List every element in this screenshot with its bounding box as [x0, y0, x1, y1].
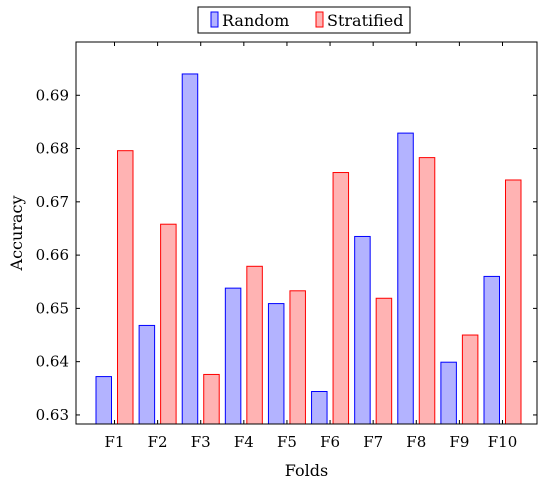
bar-random-f8	[397, 132, 414, 425]
bar-stratified-f9	[461, 334, 479, 425]
bar-stratified-f4	[246, 265, 263, 425]
x-tick-label: F9	[449, 433, 469, 451]
legend-swatch-random	[210, 11, 219, 28]
bar-random-f4	[224, 287, 242, 425]
x-tick-label: F1	[105, 433, 125, 451]
x-tick-label: F8	[406, 433, 426, 451]
x-tick-label: F10	[488, 433, 518, 451]
bar-random-f9	[440, 361, 457, 425]
bar-random-f10	[483, 275, 500, 425]
y-ticks: 0.63 0.64 0.65 0.66 0.67 0.68 0.69	[36, 86, 537, 424]
legend-swatch-stratified	[315, 11, 324, 28]
bar-stratified-f6	[332, 172, 350, 425]
y-tick-label: 0.65	[36, 299, 69, 317]
y-tick-label: 0.66	[36, 246, 69, 264]
x-tick-label: F6	[320, 433, 340, 451]
bar-stratified-f1	[117, 150, 134, 425]
y-tick-label: 0.68	[36, 140, 69, 158]
y-tick-label: 0.64	[36, 353, 69, 371]
x-ticks: F1 F2 F3 F4 F5 F6 F7 F8 F9 F10	[105, 42, 518, 451]
y-tick-label: 0.63	[36, 406, 69, 424]
legend-label-random: Random	[222, 11, 289, 30]
plot-frame	[75, 41, 538, 425]
x-axis-title: Folds	[285, 461, 328, 480]
y-tick-label: 0.69	[36, 86, 69, 104]
y-axis-title: Accuracy	[7, 196, 26, 272]
x-tick-label: F3	[191, 433, 211, 451]
x-tick-label: F7	[363, 433, 383, 451]
bars-layer	[95, 73, 522, 425]
legend-box	[197, 6, 411, 34]
bar-random-f7	[354, 235, 371, 425]
bar-stratified-f2	[160, 223, 177, 425]
bar-random-f2	[138, 324, 156, 425]
legend-label-stratified: Stratified	[327, 11, 404, 30]
y-tick-label: 0.67	[36, 193, 69, 211]
bar-stratified-f5	[289, 290, 306, 425]
bar-random-f5	[267, 303, 285, 425]
bar-stratified-f8	[418, 157, 436, 425]
legend: Random Stratified	[197, 6, 411, 34]
bar-stratified-f3	[203, 373, 220, 425]
x-tick-label: F2	[148, 433, 168, 451]
bar-stratified-f10	[505, 179, 522, 425]
x-tick-label: F5	[277, 433, 297, 451]
bar-random-f3	[181, 73, 199, 425]
x-tick-label: F4	[234, 433, 254, 451]
bar-random-f1	[95, 376, 112, 425]
bar-random-f6	[311, 391, 328, 425]
bar-stratified-f7	[375, 297, 393, 425]
